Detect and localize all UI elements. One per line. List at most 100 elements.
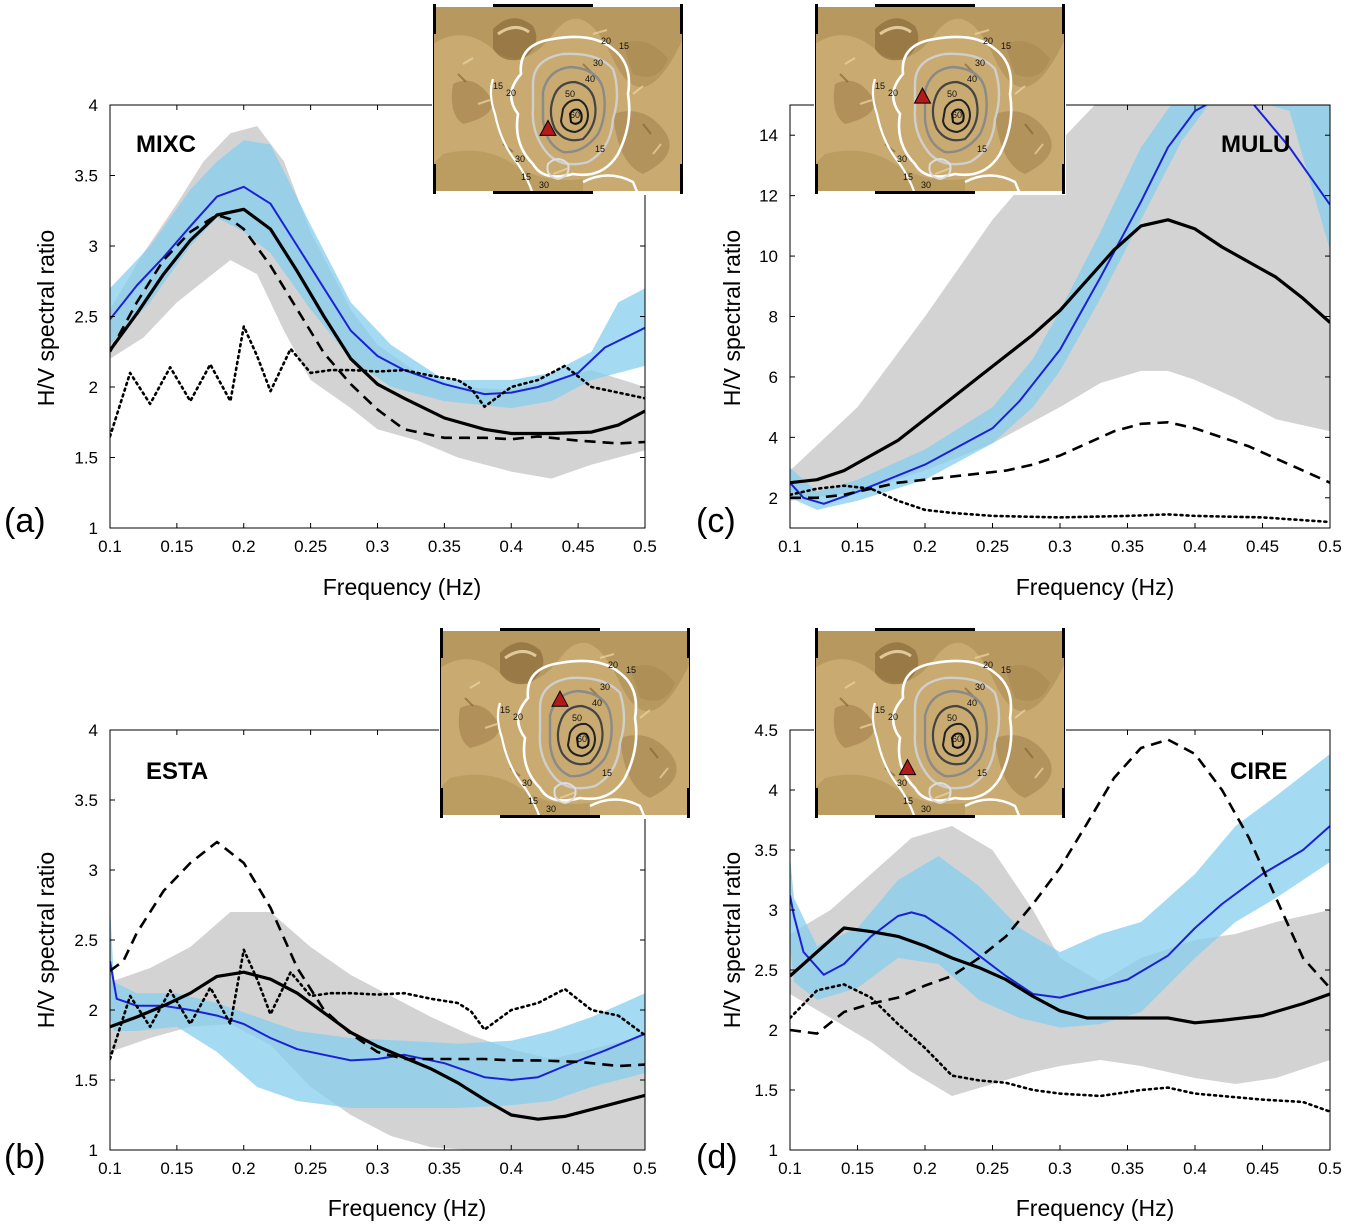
y-tick-label: 4 <box>89 96 98 115</box>
inset-map <box>814 627 1066 819</box>
x-tick-label: 0.25 <box>976 537 1009 556</box>
x-tick-label: 0.25 <box>294 1159 327 1178</box>
y-tick-label: 12 <box>759 187 778 206</box>
y-tick-label: 2.5 <box>754 961 778 980</box>
x-tick-label: 0.2 <box>913 537 937 556</box>
x-axis-label: Frequency (Hz) <box>1016 1195 1174 1221</box>
y-axis-label: H/V spectral ratio <box>719 230 745 406</box>
x-tick-label: 0.15 <box>841 537 874 556</box>
x-tick-label: 0.45 <box>1246 537 1279 556</box>
x-tick-label: 0.15 <box>160 537 193 556</box>
panel-letter: (b) <box>4 1138 46 1176</box>
station-triangle-icon <box>898 758 917 776</box>
dashed-line <box>110 213 645 445</box>
dotted-line <box>790 484 1330 524</box>
y-tick-label: 4 <box>769 428 778 447</box>
y-axis-label: H/V spectral ratio <box>719 852 745 1028</box>
station-triangle-icon <box>551 690 569 707</box>
map-image <box>433 4 683 194</box>
dashed-line <box>790 738 1330 1035</box>
x-tick-label: 0.15 <box>160 1159 193 1178</box>
y-tick-label: 2 <box>89 1001 98 1020</box>
panel-letter: (c) <box>696 502 736 540</box>
x-tick-label: 0.35 <box>1111 1159 1144 1178</box>
plot-area <box>110 126 645 479</box>
x-tick-label: 0.4 <box>1183 1159 1207 1178</box>
y-tick-label: 6 <box>769 368 778 387</box>
y-tick-label: 3 <box>769 901 778 920</box>
y-tick-label: 8 <box>769 308 778 327</box>
y-axis-label: H/V spectral ratio <box>33 852 59 1028</box>
blue-line <box>790 105 1330 505</box>
plot-area <box>110 840 645 1150</box>
x-axis-label: Frequency (Hz) <box>323 574 481 600</box>
y-tick-label: 3 <box>89 237 98 256</box>
x-tick-label: 0.5 <box>633 537 657 556</box>
map-image <box>440 628 690 818</box>
chart-panel-b: (b) ESTA Frequency (Hz) H/V spectral rat… <box>4 627 691 1221</box>
gray-band <box>790 105 1330 501</box>
y-tick-label: 1 <box>89 519 98 538</box>
x-tick-label: 0.35 <box>428 1159 461 1178</box>
y-tick-label: 1 <box>769 1141 778 1160</box>
y-tick-label: 4 <box>769 781 778 800</box>
dotted-line <box>110 948 645 1061</box>
station-triangle-icon <box>913 87 932 104</box>
y-tick-label: 1.5 <box>754 1081 778 1100</box>
dashed-line <box>790 421 1330 500</box>
chart-panel-d: (d) CIRE Frequency (Hz) H/V spectral rat… <box>696 627 1342 1221</box>
y-tick-label: 2 <box>89 378 98 397</box>
x-tick-label: 0.1 <box>778 537 802 556</box>
x-tick-label: 0.3 <box>366 537 390 556</box>
y-tick-label: 3.5 <box>74 791 98 810</box>
x-tick-label: 0.15 <box>841 1159 874 1178</box>
dotted-line <box>790 983 1330 1113</box>
y-tick-label: 2 <box>769 489 778 508</box>
inset-map <box>439 627 691 819</box>
x-axis-label: Frequency (Hz) <box>328 1195 486 1221</box>
x-tick-label: 0.5 <box>1318 537 1342 556</box>
x-tick-label: 0.4 <box>1183 537 1207 556</box>
x-tick-label: 0.3 <box>366 1159 390 1178</box>
solid-line <box>790 926 1330 1025</box>
x-tick-label: 0.1 <box>778 1159 802 1178</box>
inset-map <box>432 3 684 195</box>
x-tick-label: 0.2 <box>232 537 256 556</box>
y-tick-label: 14 <box>759 126 778 145</box>
x-tick-label: 0.5 <box>1318 1159 1342 1178</box>
y-tick-label: 4 <box>89 721 98 740</box>
station-label: ESTA <box>146 758 208 785</box>
y-tick-label: 10 <box>759 247 778 266</box>
x-tick-label: 0.1 <box>98 1159 122 1178</box>
x-tick-label: 0.35 <box>1111 537 1144 556</box>
blue-band <box>790 754 1330 1028</box>
station-label: MULU <box>1221 131 1290 158</box>
inset-map <box>814 3 1066 195</box>
x-tick-label: 0.25 <box>294 537 327 556</box>
chart-panel-a: (a) MIXC Frequency (Hz) H/V spectral rat… <box>4 3 684 600</box>
x-tick-label: 0.2 <box>913 1159 937 1178</box>
station-triangle-icon <box>539 119 557 136</box>
map-image <box>815 4 1065 194</box>
y-tick-label: 3.5 <box>74 167 98 186</box>
dotted-line <box>110 325 645 438</box>
station-label: MIXC <box>136 131 196 158</box>
x-tick-label: 0.4 <box>499 537 523 556</box>
x-tick-label: 0.45 <box>1246 1159 1279 1178</box>
y-tick-label: 2.5 <box>74 931 98 950</box>
map-image <box>815 628 1065 818</box>
x-tick-label: 0.35 <box>428 537 461 556</box>
x-tick-label: 0.3 <box>1048 537 1072 556</box>
x-tick-label: 0.45 <box>562 537 595 556</box>
y-tick-label: 1.5 <box>74 449 98 468</box>
panel-letter: (d) <box>696 1138 738 1176</box>
station-label: CIRE <box>1230 758 1287 785</box>
plot-area <box>790 105 1330 524</box>
y-axis-label: H/V spectral ratio <box>33 230 59 406</box>
y-tick-label: 1.5 <box>74 1071 98 1090</box>
blue-line <box>110 185 645 396</box>
x-tick-label: 0.25 <box>976 1159 1009 1178</box>
plot-area <box>790 738 1330 1113</box>
y-tick-label: 1 <box>89 1141 98 1160</box>
y-tick-label: 2.5 <box>74 308 98 327</box>
